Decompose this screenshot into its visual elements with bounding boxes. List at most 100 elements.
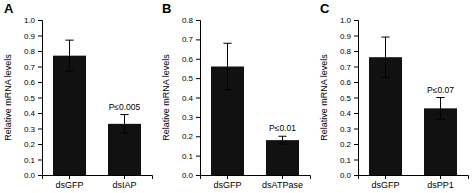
plot-area: 0.00.10.20.30.40.50.60.70.80.91.0dsGFPds… xyxy=(3,16,153,190)
error-bar-line xyxy=(65,40,73,71)
y-tick: 0.4 xyxy=(340,109,358,118)
tick-mark xyxy=(196,78,200,79)
axis-line xyxy=(359,176,469,180)
y-tick: 1.0 xyxy=(340,16,358,25)
tick-label: 0.3 xyxy=(182,113,194,122)
tick-label: 0.8 xyxy=(182,16,194,25)
x-tick: dsIAP xyxy=(112,175,136,190)
y-axis-label: Relative mRNA levels xyxy=(161,54,171,141)
error-bar xyxy=(278,136,286,144)
y-tick: 0.6 xyxy=(182,55,200,64)
y-tick: 0.5 xyxy=(24,94,42,103)
tick-mark xyxy=(196,39,200,40)
annotation: P≤0.07 xyxy=(427,85,454,95)
tick-mark xyxy=(354,144,358,145)
panel-label: B xyxy=(162,1,171,16)
tick-label: dsGFP xyxy=(55,180,83,190)
tick-mark xyxy=(354,175,358,176)
tick-mark xyxy=(196,20,200,21)
y-axis-label: Relative mRNA levels xyxy=(319,54,329,141)
tick-mark xyxy=(354,160,358,161)
tick-mark xyxy=(38,36,42,37)
tick-mark xyxy=(440,175,441,179)
x-tick: dsPP1 xyxy=(427,175,454,190)
tick-label: 0.6 xyxy=(24,78,36,87)
error-bar xyxy=(436,98,444,120)
tick-label: dsATPase xyxy=(262,180,303,190)
y-tick: 0.6 xyxy=(340,78,358,87)
tick-mark xyxy=(354,36,358,37)
y-tick: 0.9 xyxy=(340,32,358,41)
plot-area: 0.00.10.20.30.40.50.60.70.8dsGFPdsATPase… xyxy=(161,16,311,190)
y-tick: 0.8 xyxy=(340,47,358,56)
error-bar-line xyxy=(223,43,231,90)
error-bar xyxy=(223,43,231,90)
tick-label: dsGFP xyxy=(371,180,399,190)
tick-label: 0.0 xyxy=(24,171,36,180)
y-tick: 0.2 xyxy=(24,140,42,149)
error-bar-line xyxy=(436,98,444,120)
error-bar xyxy=(381,37,389,77)
axis-line xyxy=(43,176,153,180)
tick-mark xyxy=(196,59,200,60)
tick-mark xyxy=(385,175,386,179)
y-axis-label: Relative mRNA levels xyxy=(3,54,13,141)
error-bar xyxy=(65,40,73,71)
tick-label: dsGFP xyxy=(213,180,241,190)
tick-mark xyxy=(38,144,42,145)
tick-label: 0.5 xyxy=(340,94,352,103)
tick-mark xyxy=(354,67,358,68)
tick-mark xyxy=(196,156,200,157)
axis-line xyxy=(354,21,359,176)
tick-mark xyxy=(354,129,358,130)
x-axis: dsGFP dsATPase xyxy=(201,175,311,190)
y-tick: 0.2 xyxy=(182,132,200,141)
bar xyxy=(53,56,86,175)
tick-label: 0.3 xyxy=(24,125,36,134)
tick-label: 0.5 xyxy=(182,74,194,83)
tick-mark xyxy=(38,98,42,99)
y-tick: 0.0 xyxy=(182,171,200,180)
panel-label: C xyxy=(320,1,330,16)
tick-mark xyxy=(196,175,200,176)
tick-label: 0.2 xyxy=(24,140,36,149)
y-tick: 1.0 xyxy=(24,16,42,25)
y-tick: 0.5 xyxy=(340,94,358,103)
panel: 0.00.10.20.30.40.50.60.70.8dsGFPdsATPase… xyxy=(161,1,311,190)
tick-mark xyxy=(38,113,42,114)
tick-mark xyxy=(38,20,42,21)
tick-mark xyxy=(196,117,200,118)
tick-mark xyxy=(354,113,358,114)
y-axis: 0.00.10.20.30.40.50.60.70.80.91.0 xyxy=(340,16,359,180)
tick-label: 0.1 xyxy=(182,152,194,161)
tick-label: 0.9 xyxy=(340,32,352,41)
annotation: P≤0.01 xyxy=(269,123,296,133)
tick-mark xyxy=(354,98,358,99)
tick-label: 1.0 xyxy=(24,16,36,25)
tick-label: 0.1 xyxy=(340,156,352,165)
tick-label: 0.4 xyxy=(24,109,36,118)
error-bar-line xyxy=(120,115,128,134)
x-axis: dsGFP dsIAP xyxy=(43,175,153,190)
y-tick: 0.3 xyxy=(182,113,200,122)
y-axis: 0.00.10.20.30.40.50.60.70.8 xyxy=(182,16,201,180)
tick-label: 0.4 xyxy=(340,109,352,118)
marks xyxy=(211,43,299,175)
tick-label: 0.1 xyxy=(24,156,36,165)
axis-line xyxy=(201,176,311,180)
y-tick: 0.1 xyxy=(24,156,42,165)
tick-mark xyxy=(196,136,200,137)
tick-mark xyxy=(354,82,358,83)
y-tick: 0.6 xyxy=(24,78,42,87)
panel-label: A xyxy=(4,1,14,16)
y-tick: 0.0 xyxy=(24,171,42,180)
y-axis: 0.00.10.20.30.40.50.60.70.80.91.0 xyxy=(24,16,43,180)
y-tick: 0.2 xyxy=(340,140,358,149)
tick-mark xyxy=(354,20,358,21)
tick-label: 0.6 xyxy=(340,78,352,87)
tick-label: 0.0 xyxy=(182,171,194,180)
y-tick: 0.8 xyxy=(24,47,42,56)
y-tick: 0.0 xyxy=(340,171,358,180)
tick-label: 0.8 xyxy=(24,47,36,56)
tick-label: 0.2 xyxy=(340,140,352,149)
